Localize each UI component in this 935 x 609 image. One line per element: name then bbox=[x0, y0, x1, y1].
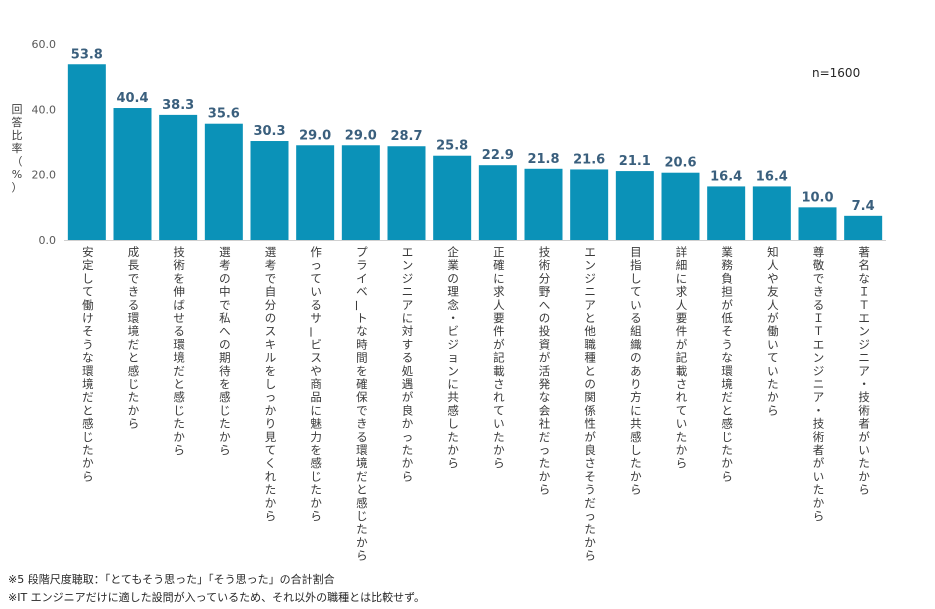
data-label: 16.4 bbox=[710, 169, 742, 184]
data-label: 35.6 bbox=[208, 107, 240, 122]
y-tick-label: 40.0 bbox=[32, 103, 57, 116]
data-labels: 53.8 40.4 38.3 35.6 30.3 29.0 29.0 28.7 25.8 22.9… bbox=[71, 47, 875, 214]
y-axis-label: 回答比率（%） bbox=[12, 103, 23, 194]
x-tick-label: 著名なＩＴエンジニア・技術者がいたから bbox=[858, 245, 870, 497]
x-tick-label: 知人や友人が働いていたから bbox=[767, 245, 779, 417]
bar bbox=[844, 215, 883, 240]
x-tick-label: 技術を伸ばせる環境だと感じたから bbox=[173, 245, 185, 457]
bar bbox=[67, 64, 106, 241]
data-label: 7.4 bbox=[852, 199, 875, 214]
data-label: 21.8 bbox=[527, 152, 559, 167]
footnote-2: ※IT エンジニアだけに適した設問が入っているため、それ以外の職種とは比較せず。 bbox=[8, 591, 426, 604]
x-tick-label: 成長できる環境だと感じたから bbox=[128, 245, 140, 431]
x-tick-label: 業務負担が低そうな環境だと感じたから bbox=[721, 245, 733, 483]
bar bbox=[524, 168, 563, 240]
bar bbox=[204, 123, 243, 240]
data-label: 30.3 bbox=[253, 124, 285, 139]
bar bbox=[798, 207, 837, 240]
x-tick-label: 正確に求人要件が記載されていたから bbox=[493, 245, 505, 470]
y-tick-label: 60.0 bbox=[32, 38, 57, 51]
footnote-1: ※5 段階尺度聴取：「とてもそう思った」「そう思った」の合計割合 bbox=[8, 573, 335, 586]
x-tick-label: 企業の理念・ビジョンに共感したから bbox=[447, 245, 459, 470]
data-label: 29.0 bbox=[345, 128, 377, 143]
data-label: 25.8 bbox=[436, 139, 468, 154]
data-label: 20.6 bbox=[664, 156, 696, 171]
bar bbox=[478, 165, 517, 240]
x-tick-label: プライベートな時間を確保できる環境だと感じたから bbox=[349, 245, 368, 563]
bar bbox=[341, 145, 380, 240]
bar bbox=[159, 114, 198, 240]
bar bbox=[296, 145, 335, 240]
bar bbox=[113, 108, 152, 240]
data-label: 10.0 bbox=[801, 190, 833, 205]
bar bbox=[250, 141, 289, 240]
x-tick-label: 作っているサービスや商品に魅力を感じたから bbox=[303, 245, 322, 523]
data-label: 28.7 bbox=[390, 129, 422, 144]
x-tick-label: エンジニアに対する処遇が良かったから bbox=[402, 245, 414, 483]
bar bbox=[661, 172, 700, 240]
x-tick-label: 安定して働けそうな環境だと感じたから bbox=[82, 245, 94, 483]
bars bbox=[67, 64, 883, 241]
bar bbox=[707, 186, 746, 240]
x-tick-label: 目指している組織のあり方に共感したから bbox=[630, 245, 642, 497]
x-tick-label: 尊敬できるＩＴエンジニア・技術者がいたから bbox=[813, 245, 825, 523]
y-tick-label: 20.0 bbox=[32, 169, 57, 182]
x-tick-label: 技術分野への投資が活発な会社だったから bbox=[539, 245, 551, 497]
data-label: 38.3 bbox=[162, 98, 194, 113]
x-tick-labels: 安定して働けそうな環境だと感じたから 成長できる環境だと感じたから 技術を伸ばせる環… bbox=[82, 245, 870, 563]
x-tick-label: 選考の中で私への期待を感じたから bbox=[219, 245, 231, 457]
data-label: 21.1 bbox=[619, 154, 651, 169]
y-tick-label: 0.0 bbox=[39, 234, 57, 247]
x-tick-label: 詳細に求人要件が記載されていたから bbox=[676, 245, 688, 470]
data-label: 29.0 bbox=[299, 128, 331, 143]
data-label: 53.8 bbox=[71, 47, 103, 62]
bar bbox=[570, 169, 609, 240]
x-tick-label: エンジニアと他職種との関係性が良さそうだったから bbox=[584, 245, 596, 563]
data-label: 16.4 bbox=[756, 169, 788, 184]
data-label: 22.9 bbox=[482, 148, 514, 163]
bar bbox=[615, 171, 654, 240]
bar bbox=[752, 186, 791, 240]
bar bbox=[387, 146, 426, 240]
data-label: 21.6 bbox=[573, 152, 605, 167]
data-label: 40.4 bbox=[116, 91, 148, 106]
x-tick-label: 選考で自分のスキルをしっかり見てくれたから bbox=[265, 245, 277, 523]
bar bbox=[433, 155, 472, 240]
y-axis: 0.0 20.0 40.0 60.0 bbox=[32, 38, 886, 247]
y-axis-title: 回答比率（%） bbox=[12, 103, 23, 194]
sample-size-annotation: n=1600 bbox=[812, 66, 860, 80]
